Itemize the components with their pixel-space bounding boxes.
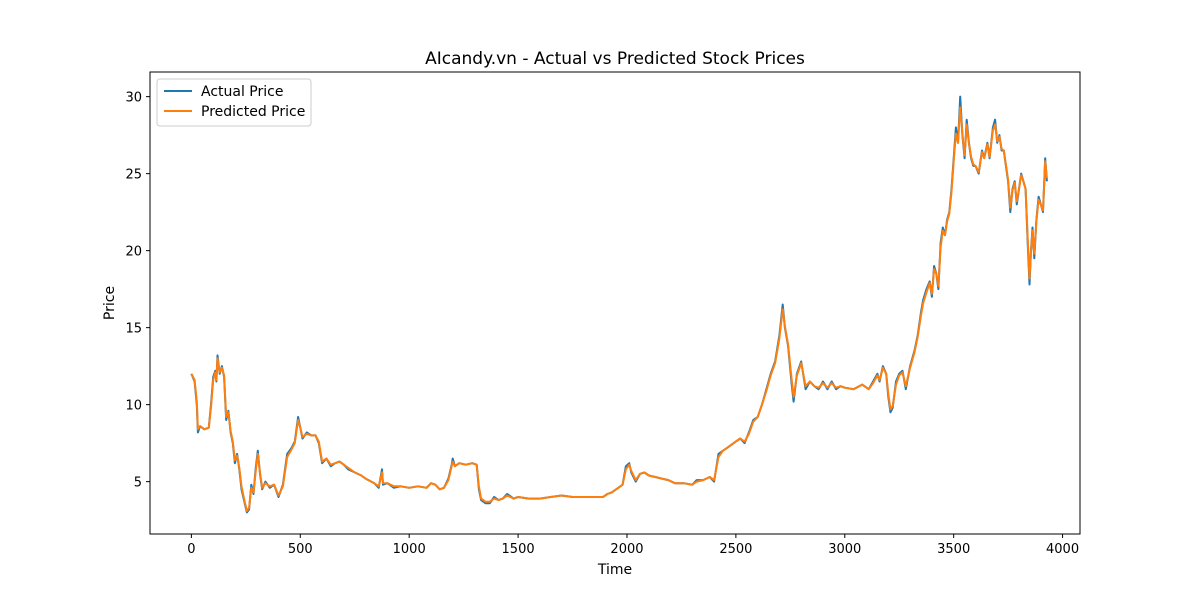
plot-lines [190, 95, 1048, 514]
y-tick-label: 15 [125, 322, 142, 337]
y-tick-label: 10 [125, 399, 142, 414]
x-tick-label: 1000 [393, 542, 426, 557]
y-axis-ticks: 5 10 15 20 25 30 [125, 91, 150, 491]
plot-area-frame [149, 71, 1081, 535]
chart-title: AIcandy.vn - Actual vs Predicted Stock P… [425, 49, 805, 69]
x-tick-label: 4000 [1046, 542, 1079, 557]
x-tick-label: 3000 [828, 542, 861, 557]
x-tick-label: 0 [187, 542, 195, 557]
y-tick-label: 20 [125, 245, 142, 260]
legend-box [156, 78, 312, 127]
x-tick-label: 1500 [502, 542, 535, 557]
x-axis-ticks: 0 500 1000 1500 2000 2500 3000 3500 4000 [187, 534, 1079, 557]
legend: Actual Price Predicted Price [156, 78, 312, 127]
y-tick-label: 5 [134, 476, 142, 491]
legend-label-actual: Actual Price [201, 84, 283, 100]
y-tick-label: 30 [125, 91, 142, 106]
series-line-predicted [190, 106, 1048, 512]
x-tick-label: 3500 [937, 542, 970, 557]
y-axis-label: Price [102, 286, 118, 320]
y-tick-label: 25 [125, 168, 142, 183]
x-tick-label: 2500 [719, 542, 752, 557]
x-tick-label: 500 [288, 542, 313, 557]
x-axis-label: Time [597, 562, 632, 578]
x-tick-label: 2000 [610, 542, 643, 557]
legend-label-predicted: Predicted Price [201, 104, 305, 120]
